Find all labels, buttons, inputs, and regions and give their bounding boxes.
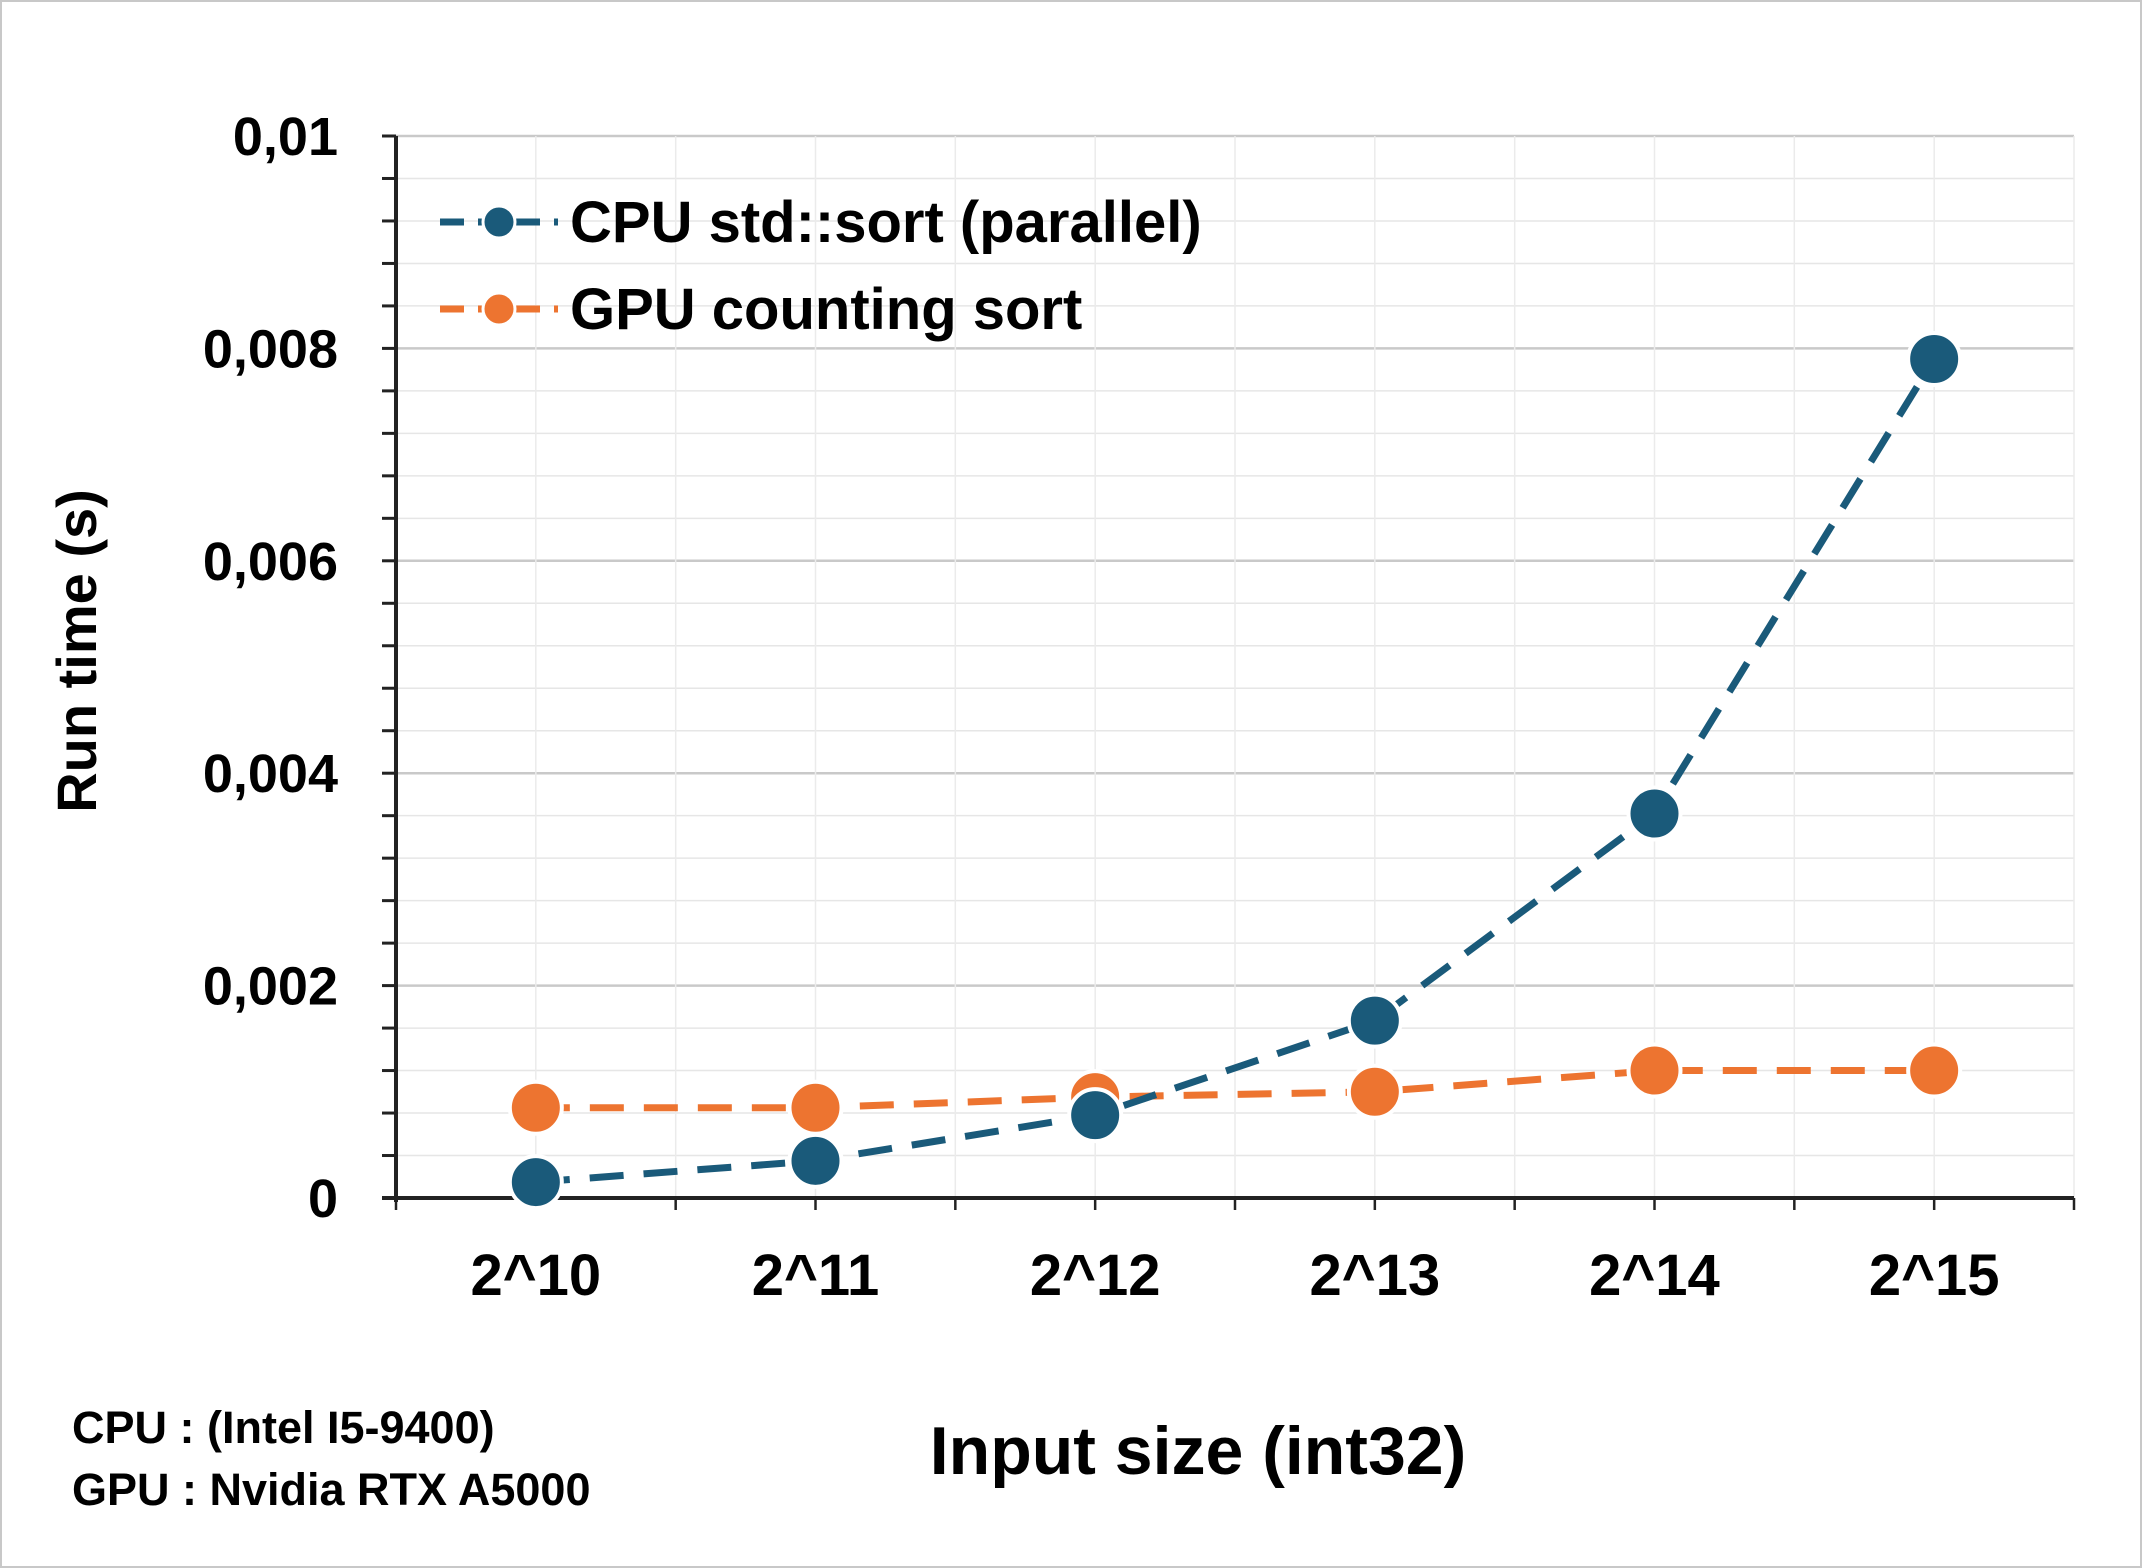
data-point <box>1067 1087 1124 1144</box>
y-tick-label: 0,01 <box>233 107 338 167</box>
x-tick-label: 2^11 <box>752 1243 879 1308</box>
axes: 0 0,002 0,004 0,006 0,008 0,01 2^10 2^11 2^12 2^1… <box>203 107 2076 1308</box>
data-point <box>1346 1063 1403 1120</box>
x-tick-label: 2^14 <box>1589 1243 1720 1308</box>
grid <box>395 134 2075 1200</box>
x-tick-label: 2^13 <box>1310 1243 1441 1308</box>
series <box>507 331 1963 1211</box>
y-tick-label: 0 <box>308 1169 338 1229</box>
x-tick-label: 2^15 <box>1869 1243 2000 1308</box>
gpu-spec-note: GPU : Nvidia RTX A5000 <box>72 1464 591 1515</box>
x-tick-label: 2^12 <box>1030 1243 1161 1308</box>
y-tick-label: 0,002 <box>203 957 338 1017</box>
legend-label: GPU counting sort <box>570 277 1082 342</box>
data-point <box>787 1079 844 1136</box>
data-point <box>1906 1042 1963 1099</box>
legend: CPU std::sort (parallel)GPU counting sor… <box>440 190 1202 342</box>
data-point <box>507 1154 564 1211</box>
data-point <box>787 1132 844 1189</box>
legend-marker <box>481 291 517 327</box>
series-line <box>535 1067 1935 1112</box>
data-point <box>1626 785 1683 842</box>
data-point <box>1626 1042 1683 1099</box>
y-tick-label: 0,004 <box>203 744 338 804</box>
data-point <box>1906 331 1963 388</box>
legend-marker <box>481 204 517 240</box>
y-tick-label: 0,006 <box>203 532 338 592</box>
y-axis-label: Run time (s) <box>45 489 108 813</box>
data-point <box>1346 992 1403 1049</box>
series-line <box>535 357 1938 1186</box>
legend-label: CPU std::sort (parallel) <box>570 190 1202 255</box>
y-tick-label: 0,008 <box>203 319 338 379</box>
cpu-spec-note: CPU : (Intel I5-9400) <box>72 1402 495 1453</box>
data-point <box>507 1079 564 1136</box>
x-axis-label: Input size (int32) <box>930 1413 1466 1489</box>
x-tick-label: 2^10 <box>471 1243 602 1308</box>
